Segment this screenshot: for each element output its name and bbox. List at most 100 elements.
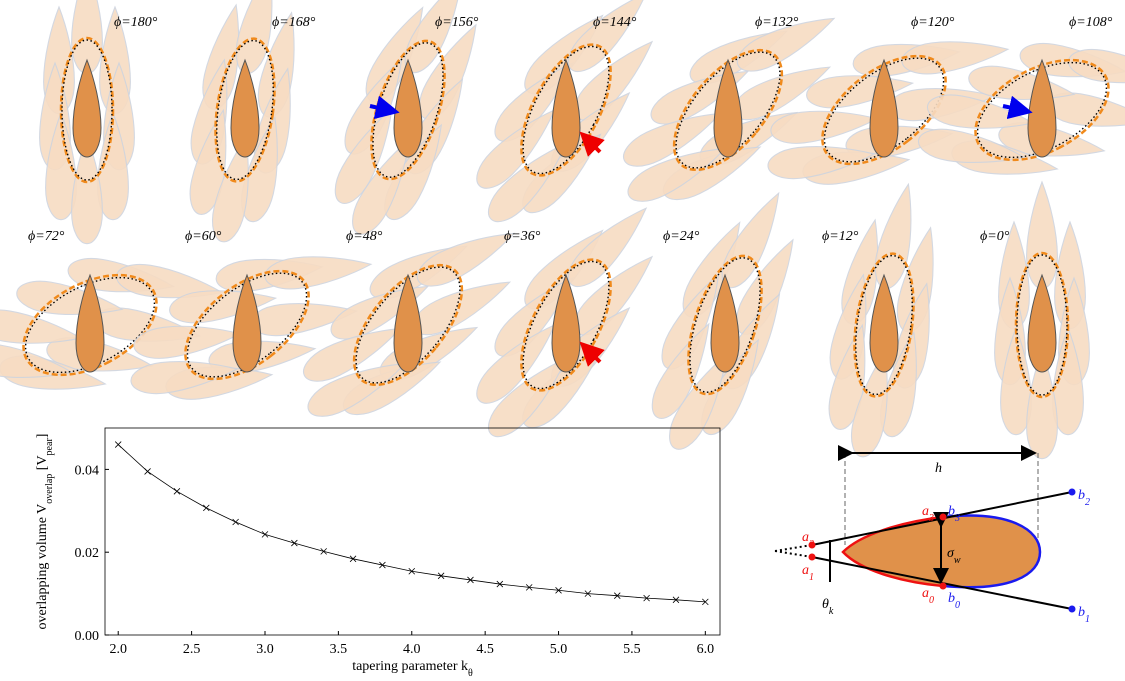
text-part: σ [947, 546, 955, 561]
x-tick-label: 5.5 [623, 642, 641, 657]
pear [710, 273, 740, 373]
text-part: b [1078, 605, 1085, 620]
subscript: 1 [809, 572, 814, 583]
marker [672, 596, 680, 604]
text-part: b [948, 504, 955, 519]
point [1068, 488, 1076, 496]
phi-label: ϕ=132° [755, 15, 799, 30]
text-part: a [922, 586, 929, 601]
panel [189, 0, 295, 243]
petal [627, 148, 727, 202]
pear-right [942, 514, 1042, 589]
dashed-ellipse [853, 252, 915, 398]
petal [736, 17, 836, 72]
point [808, 541, 816, 549]
subscript: θ [468, 668, 473, 679]
phi-label: ϕ=36° [504, 229, 541, 244]
pear-left-fill [843, 517, 943, 586]
subscript: k [829, 606, 834, 617]
point [939, 513, 947, 521]
panel [651, 191, 794, 450]
blue-arrow [1002, 95, 1033, 120]
petal [241, 115, 278, 223]
petals [651, 191, 794, 450]
petal [264, 256, 373, 290]
pear [72, 58, 102, 158]
diagram-label: a0 [922, 586, 934, 606]
tangent-ext [774, 550, 813, 558]
dashed-ellipse [214, 37, 276, 183]
petals [918, 42, 1125, 175]
pear-left [841, 515, 944, 588]
marker [379, 561, 386, 569]
marker [408, 567, 416, 575]
panel [0, 257, 224, 390]
diagram-label: σw [947, 546, 961, 566]
pear [393, 273, 423, 373]
marker [584, 590, 592, 597]
diagram-label: b1 [1078, 605, 1090, 625]
marker [320, 548, 327, 555]
text-part: a [802, 530, 809, 545]
dashed-ellipse [22, 273, 158, 377]
text-part: a [802, 563, 809, 578]
phi-label: ϕ=24° [663, 229, 700, 244]
phi-label: ϕ=72° [28, 229, 65, 244]
pear [551, 58, 581, 158]
petal [901, 41, 1010, 75]
panel [828, 182, 934, 458]
marker [525, 584, 533, 591]
petals [303, 232, 516, 417]
tangent-ext [774, 544, 813, 552]
plot-frame [104, 427, 721, 636]
petal [352, 138, 410, 235]
panel [334, 0, 477, 235]
petal [130, 360, 239, 395]
subscript: 2 [809, 539, 814, 550]
marker [643, 594, 650, 602]
diagram-label: b2 [1078, 488, 1090, 508]
phi-label: ϕ=12° [822, 229, 859, 244]
subscript: 0 [955, 600, 960, 611]
petals [994, 180, 1090, 460]
phi-label: ϕ=168° [272, 15, 316, 30]
panel [39, 0, 135, 245]
x-tick-label: 5.0 [550, 642, 568, 657]
text-part: h [935, 461, 942, 476]
red-arrow [579, 341, 605, 367]
marker [144, 468, 151, 475]
dashed-ellipse [184, 269, 310, 381]
marker [702, 598, 709, 606]
petal [211, 136, 249, 243]
petal [303, 327, 402, 382]
phi-label: ϕ=108° [1069, 15, 1113, 30]
text-part: ] [35, 434, 50, 439]
phi-label: ϕ=156° [435, 15, 479, 30]
petals [39, 0, 135, 245]
petal [567, 0, 648, 72]
marker [437, 572, 445, 580]
dotted-ellipse [675, 51, 781, 169]
dotted-ellipse [186, 272, 308, 378]
petal [1052, 326, 1084, 436]
marker [349, 555, 357, 563]
dotted-ellipse [522, 45, 610, 175]
petal [45, 111, 77, 221]
petal [1026, 350, 1058, 460]
marker [467, 576, 474, 584]
petal [880, 330, 917, 438]
petal [701, 338, 760, 435]
dashed-ellipse [520, 43, 612, 177]
diagram-label: a2 [802, 530, 814, 550]
x-tick-label: 2.5 [183, 642, 201, 657]
chart: 2.0 2.5 3.0 3.5 4.0 4.5 5.0 5.5 6.0 0.00 0.02 0.04 t… [35, 434, 714, 679]
marker [613, 592, 621, 599]
x-tick-label: 2.0 [109, 642, 127, 657]
phi-label: ϕ=120° [911, 15, 955, 30]
marker [232, 518, 239, 526]
dashed-ellipse [1014, 251, 1070, 399]
diagram-label: h [935, 461, 942, 476]
dotted-ellipse [976, 61, 1108, 159]
